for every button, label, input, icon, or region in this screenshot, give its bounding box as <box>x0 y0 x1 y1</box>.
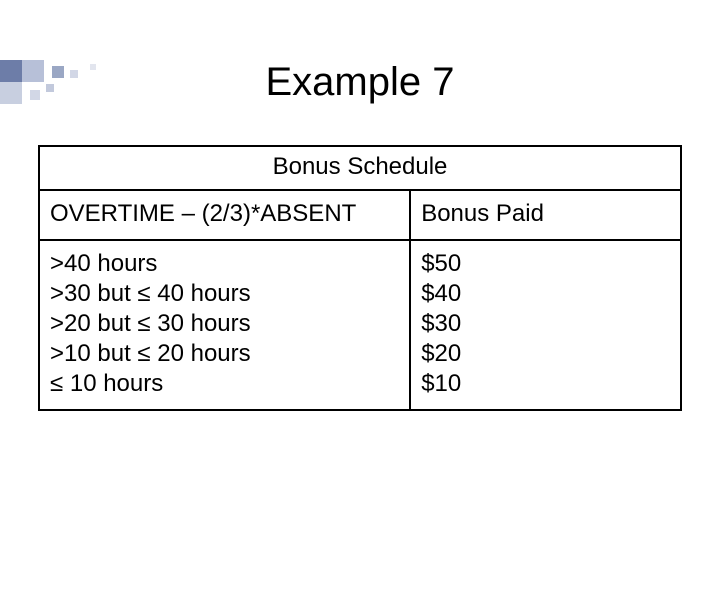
deco-square <box>52 66 64 78</box>
deco-square <box>30 90 40 100</box>
deco-square <box>22 60 44 82</box>
header-condition: OVERTIME – (2/3)*ABSENT <box>40 191 411 239</box>
condition-line: >40 hours <box>50 249 399 279</box>
conditions-cell: >40 hours>30 but ≤ 40 hours>20 but ≤ 30 … <box>40 241 411 409</box>
deco-square <box>0 82 22 104</box>
bonus-line: $50 <box>421 249 670 279</box>
bonus-line: $30 <box>421 309 670 339</box>
bonus-line: $40 <box>421 279 670 309</box>
deco-square <box>90 64 96 70</box>
deco-square <box>0 60 22 82</box>
deco-square <box>46 84 54 92</box>
condition-line: >30 but ≤ 40 hours <box>50 279 399 309</box>
condition-line: >20 but ≤ 30 hours <box>50 309 399 339</box>
corner-decoration <box>0 60 160 110</box>
deco-square <box>70 70 78 78</box>
bonus-cell: $50$40$30$20$10 <box>411 241 680 409</box>
table-body-row: >40 hours>30 but ≤ 40 hours>20 but ≤ 30 … <box>40 241 680 409</box>
condition-line: ≤ 10 hours <box>50 369 399 399</box>
table-caption: Bonus Schedule <box>40 147 680 191</box>
bonus-line: $20 <box>421 339 670 369</box>
table-header-row: OVERTIME – (2/3)*ABSENT Bonus Paid <box>40 191 680 241</box>
condition-line: >10 but ≤ 20 hours <box>50 339 399 369</box>
bonus-line: $10 <box>421 369 670 399</box>
header-bonus: Bonus Paid <box>411 191 680 239</box>
bonus-schedule-table: Bonus Schedule OVERTIME – (2/3)*ABSENT B… <box>38 145 682 411</box>
